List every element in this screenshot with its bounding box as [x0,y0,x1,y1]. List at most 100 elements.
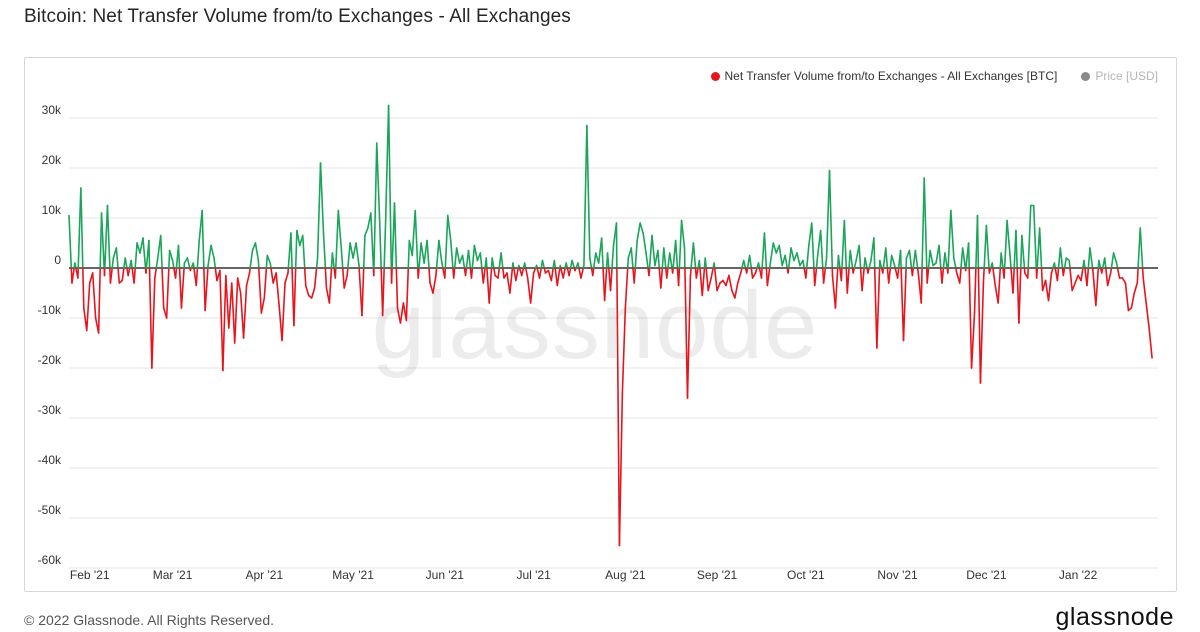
series-segment [118,268,119,283]
series-segment [232,283,235,343]
series-segment [377,143,380,223]
series-segment [196,268,197,286]
watermark: glassnode [372,272,819,379]
series-segment [1087,268,1088,286]
series-segment [220,271,223,371]
series-segment [241,293,244,338]
series-segment [892,256,895,266]
x-tick-label: Feb '21 [70,568,110,582]
series-segment [392,268,393,283]
series-segment [178,246,179,269]
series-segment [1090,248,1093,268]
series-segment [972,313,975,368]
series-segment [824,268,826,283]
series-segment [1111,253,1113,268]
series-segment [904,268,907,341]
series-segment [658,251,659,269]
legend-item-net-transfer[interactable]: Net Transfer Volume from/to Exchanges - … [711,69,1058,83]
series-segment [652,236,655,266]
series-segment [865,258,867,268]
series-segment [235,278,238,343]
series-segment [149,241,150,269]
series-segment [343,268,344,288]
series-segment [408,241,409,269]
series-segment [1131,293,1134,308]
series-segment [812,223,814,268]
series-segment [1072,283,1075,291]
y-tick-label: -10k [38,303,62,317]
series-segment [306,286,309,296]
series-segment [770,243,773,263]
x-tick-label: Jul '21 [516,568,551,582]
series-segment [1016,231,1017,269]
series-segment [161,236,162,269]
series-segment [282,283,285,341]
series-segment [649,268,650,276]
series-segment [993,268,995,286]
series-segment [266,256,267,269]
series-segment [1007,221,1010,256]
series-segment [1075,276,1078,284]
series-segment [921,268,922,303]
series-segment [1034,206,1037,269]
series-segment [877,268,880,348]
series-segment [167,268,169,318]
series-segment [1049,273,1052,301]
series-segment [587,126,590,259]
series-segment [1137,268,1138,283]
series-segment [744,261,746,269]
series-segment [886,248,888,268]
series-segment [1037,268,1038,278]
legend-item-price[interactable]: Price [USD] [1081,69,1158,83]
series-segment [1106,268,1108,286]
series-segment [942,268,943,283]
series-segment [1042,268,1043,291]
series-segment [291,233,292,268]
series-segment [463,256,465,269]
series-segment [590,258,592,268]
series-segment [439,241,442,264]
legend-dot-icon [711,72,720,81]
series-segment [803,261,804,269]
series-segment [264,268,266,298]
series-segment [1028,206,1031,269]
series-segment [69,216,71,269]
series-segment [454,268,455,278]
series-segment [635,241,637,269]
series-segment [321,163,324,233]
series-segment [612,246,613,269]
series-segment [457,248,460,263]
series-segment [602,238,603,268]
series-segment [155,268,156,278]
series-segment [764,233,766,268]
series-segment [789,248,791,268]
footer-copyright: © 2022 Glassnode. All Rights Reserved. [24,612,274,628]
series-segment [255,243,258,261]
series-segment [134,268,135,283]
series-segment [1004,268,1005,278]
series-segment [634,268,635,283]
x-tick-label: Jun '21 [426,568,465,582]
series-segment [436,268,437,276]
series-segment [889,268,891,283]
y-tick-label: 10k [42,203,62,217]
series-segment [152,278,155,368]
series-segment [901,251,902,269]
series-segment [162,268,164,308]
series-segment [347,268,348,276]
series-segment [296,231,297,269]
series-segment [975,268,976,313]
series-segment [395,203,397,268]
series-segment [211,246,214,259]
series-segment [276,273,279,306]
series-segment [205,268,208,311]
series-segment [664,248,666,268]
series-segment [415,211,418,269]
series-segment [480,253,481,268]
series-segment [791,248,794,261]
series-segment [285,273,288,283]
series-segment [924,178,927,268]
series-segment [640,223,643,233]
series-segment [1010,256,1011,269]
series-segment [631,248,633,268]
